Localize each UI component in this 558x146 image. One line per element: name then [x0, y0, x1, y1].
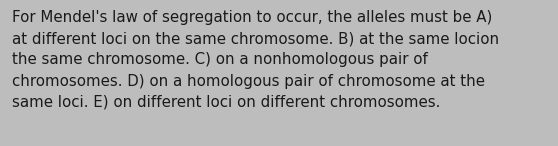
Text: For Mendel's law of segregation to occur, the alleles must be A)
at different lo: For Mendel's law of segregation to occur…: [12, 10, 499, 110]
